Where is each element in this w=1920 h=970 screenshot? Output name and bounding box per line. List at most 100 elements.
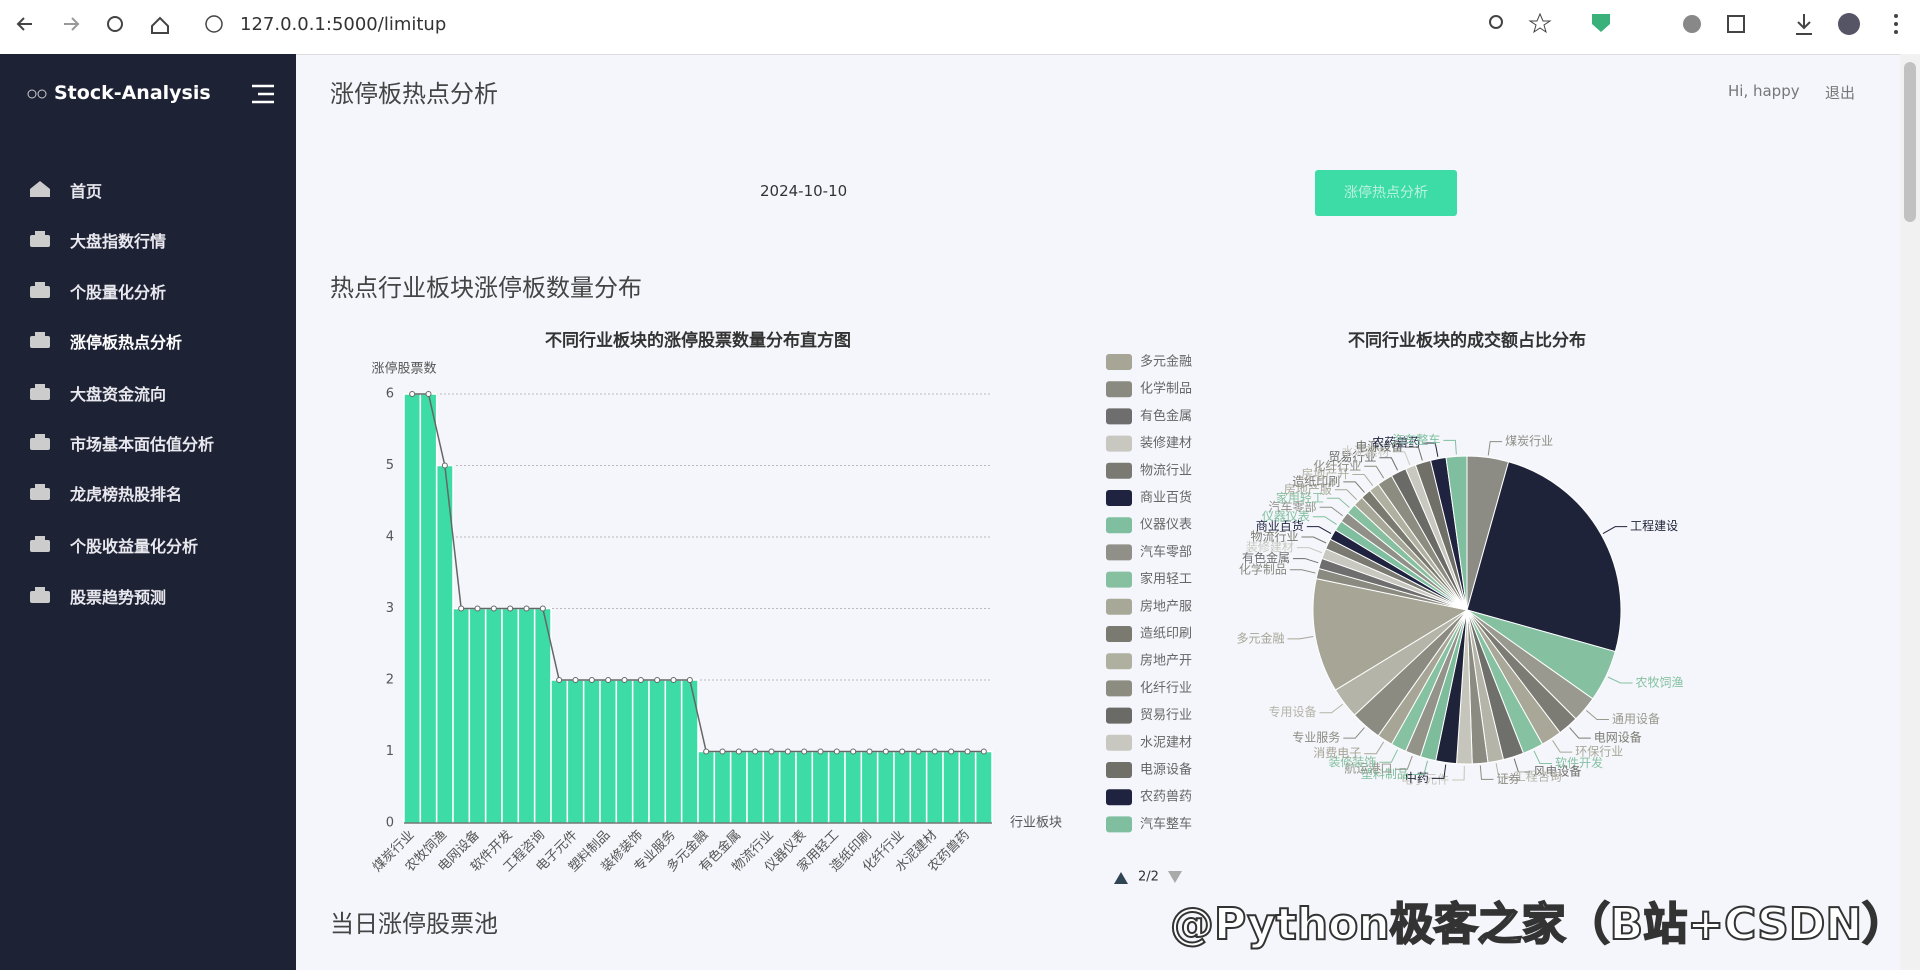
slice-label: 房地产开 xyxy=(1301,466,1349,481)
url[interactable]: 127.0.0.1:5000/limitup xyxy=(240,14,447,35)
label-line xyxy=(1343,727,1365,739)
pie-slice xyxy=(1445,455,1468,611)
legend-label[interactable]: 商业百货 xyxy=(1140,490,1192,506)
menu-item[interactable]: 市场基本面估值分析 xyxy=(70,435,215,454)
point xyxy=(752,748,759,755)
legend-label[interactable]: 贸易行业 xyxy=(1140,708,1192,723)
sidebar: Stock-Analysis 首页大盘指数行情 个股量化分析 涨停板热点分析 大盘资金… xyxy=(0,54,296,970)
slice-label: 房地产服 xyxy=(1284,481,1332,496)
point xyxy=(866,748,873,755)
legend-label[interactable]: 有色金属 xyxy=(1140,408,1192,424)
legend-label[interactable]: 化学制品 xyxy=(1140,381,1192,397)
legend-swatch xyxy=(1106,734,1132,751)
menu-item[interactable]: 涨停板热点分析 xyxy=(70,333,183,352)
page-title: 涨停板热点分析 xyxy=(330,80,498,108)
point xyxy=(784,748,791,755)
slice-label: 仪器仪表 xyxy=(1262,509,1310,523)
legend-swatch xyxy=(1106,598,1132,615)
browser-toolbar: 127.0.0.1:5000/limitup xyxy=(0,0,1920,55)
menu-item[interactable]: 首页 xyxy=(70,182,103,201)
pager-up[interactable] xyxy=(1114,872,1128,884)
slice-label: 化学制品 xyxy=(1239,561,1287,576)
brand[interactable]: Stock-Analysis xyxy=(54,82,211,104)
menu-item[interactable]: 大盘指数行情 xyxy=(70,232,167,251)
bar xyxy=(860,750,879,824)
bar xyxy=(501,607,520,824)
slice-label: 证券 xyxy=(1496,771,1520,786)
bar xyxy=(550,679,569,824)
menu-item[interactable]: 个股量化分析 xyxy=(70,283,167,302)
bar xyxy=(974,750,993,824)
legend-label[interactable]: 电源设备 xyxy=(1140,762,1192,778)
x-axis-label: 行业板块 xyxy=(1010,816,1062,831)
legend-label[interactable]: 房地产开 xyxy=(1140,653,1192,669)
bar xyxy=(680,679,699,824)
label-line xyxy=(1452,765,1465,781)
point xyxy=(882,748,889,755)
pager-down[interactable] xyxy=(1168,871,1182,883)
legend-label[interactable]: 多元金融 xyxy=(1140,354,1192,370)
legend-label[interactable]: 农药兽药 xyxy=(1140,790,1192,805)
date-input[interactable]: 2024-10-10 xyxy=(760,182,848,200)
logout[interactable]: 退出 xyxy=(1825,84,1856,102)
query-button[interactable]: 涨停热点分析 xyxy=(1315,170,1457,216)
bar xyxy=(827,750,846,824)
point xyxy=(458,605,465,612)
label-line xyxy=(1379,457,1399,471)
slice-label: 航运港口 xyxy=(1344,761,1392,776)
legend-label[interactable]: 水泥建材 xyxy=(1140,735,1192,750)
label-line xyxy=(1343,481,1365,493)
label-line xyxy=(1569,727,1591,739)
scrollbar[interactable] xyxy=(1900,54,1920,970)
bar xyxy=(419,393,438,824)
legend-label[interactable]: 物流行业 xyxy=(1140,463,1192,478)
legend-label[interactable]: 汽车零部 xyxy=(1140,544,1192,560)
slice-label: 消费电子 xyxy=(1313,746,1361,760)
legend-swatch xyxy=(1106,571,1132,588)
slice-label: 有色金属 xyxy=(1242,550,1290,565)
bar xyxy=(403,393,422,824)
point xyxy=(801,748,808,755)
section-title: 热点行业板块涨停板数量分布 xyxy=(330,274,642,302)
menu-item[interactable]: 龙虎榜热股排名 xyxy=(70,485,183,504)
label-line xyxy=(1395,755,1413,770)
legend-swatch xyxy=(1106,653,1132,670)
slice-label: 专业服务 xyxy=(1292,730,1340,745)
bar xyxy=(778,750,797,824)
point xyxy=(931,748,938,755)
slice-label: 通用设备 xyxy=(1612,712,1660,726)
slice-label: 农药兽药 xyxy=(1372,435,1420,449)
legend-swatch xyxy=(1106,707,1132,724)
legend-label[interactable]: 造纸印刷 xyxy=(1140,627,1192,642)
menu-item[interactable]: 股票趋势预测 xyxy=(70,588,167,607)
label-line xyxy=(1326,497,1350,508)
y-tick-label: 1 xyxy=(386,744,394,759)
menu-item[interactable]: 大盘资金流向 xyxy=(70,385,167,404)
slice-label: 汽车整车 xyxy=(1392,432,1440,447)
legend-label[interactable]: 化纤行业 xyxy=(1140,681,1192,696)
legend-label[interactable]: 汽车整车 xyxy=(1140,816,1192,832)
legend-label[interactable]: 家用轻工 xyxy=(1140,571,1192,587)
slice-label: 电子元件 xyxy=(1401,772,1449,786)
label-line xyxy=(1411,760,1428,775)
point xyxy=(637,677,644,683)
bar xyxy=(746,750,765,824)
menu-item[interactable]: 个股收益量化分析 xyxy=(70,537,199,556)
point xyxy=(409,391,416,397)
legend-label[interactable]: 装修建材 xyxy=(1140,436,1192,451)
bar xyxy=(762,750,781,824)
y-tick-label: 4 xyxy=(386,530,394,545)
bar xyxy=(958,750,977,824)
bar xyxy=(664,679,683,824)
point xyxy=(964,748,971,755)
y-axis-label: 涨停股票数 xyxy=(371,361,436,377)
scroll-thumb[interactable] xyxy=(1904,62,1916,222)
slice-label: 风电设备 xyxy=(1533,765,1581,779)
legend-label[interactable]: 仪器仪表 xyxy=(1140,518,1192,533)
point xyxy=(572,677,579,683)
point xyxy=(899,748,906,755)
bar xyxy=(893,750,912,824)
legend-swatch xyxy=(1106,490,1132,506)
slice-label: 物流行业 xyxy=(1250,529,1298,543)
legend-label[interactable]: 房地产服 xyxy=(1140,598,1192,614)
